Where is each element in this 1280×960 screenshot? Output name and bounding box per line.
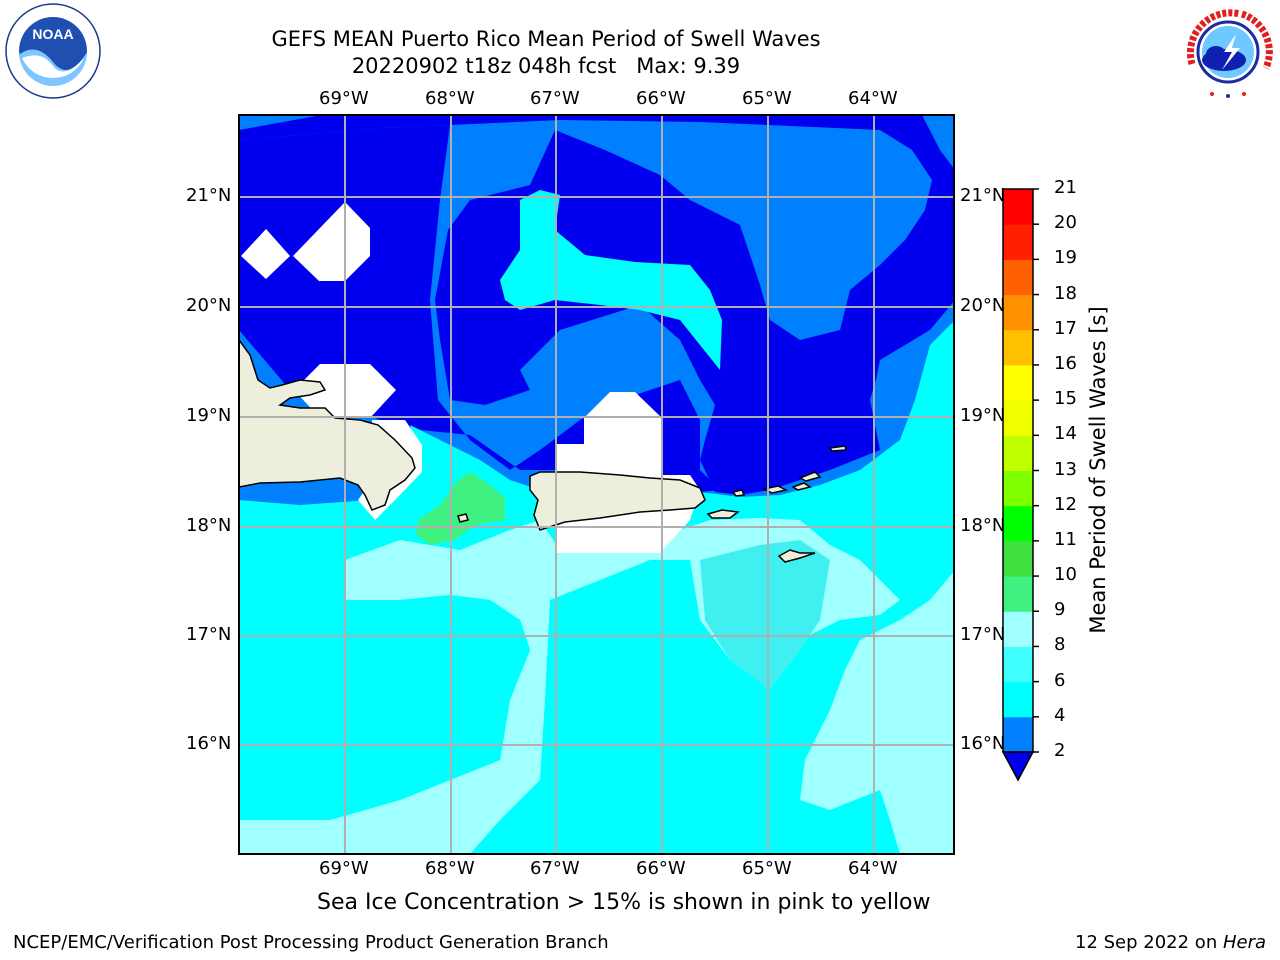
lon-tick-top: 67°W: [530, 88, 580, 109]
colorbar-segment: [1003, 576, 1033, 612]
colorbar-segment: [1003, 540, 1033, 577]
lon-tick-bottom: 67°W: [530, 858, 580, 879]
lat-tick-left: 21°N: [186, 185, 232, 206]
land-island: [761, 485, 789, 494]
period-band-2-4: [239, 115, 954, 495]
plot-title-line2: 20220902 t18z 048h fcst Max: 9.39: [351, 54, 741, 78]
land-island: [731, 489, 746, 497]
land-island: [777, 549, 816, 563]
period-band-6-8: [700, 540, 830, 690]
map-field: [239, 115, 954, 854]
period-band-6-8: [239, 560, 530, 820]
colorbar: [1001, 188, 1039, 782]
lon-tick-top: 68°W: [425, 88, 475, 109]
map-frame: [238, 114, 955, 855]
colorbar-tick-label: 9: [1054, 599, 1066, 621]
colorbar-segment: [1003, 329, 1033, 366]
date-text: 12 Sep 2022 on: [1075, 932, 1223, 953]
no-data-area: [293, 202, 370, 281]
colorbar-segment: [1003, 224, 1033, 260]
colorbar-tick-label: 2: [1054, 740, 1066, 761]
host-name: Hera: [1222, 932, 1266, 953]
lon-tick-bottom: 64°W: [848, 858, 898, 879]
noaa-logo: NOAA: [2, 2, 104, 104]
colorbar-segment: [1003, 681, 1033, 718]
lat-tick-right: 18°N: [960, 515, 1006, 536]
graticule: [239, 115, 954, 854]
lon-tick-top: 69°W: [319, 88, 369, 109]
lat-tick-right: 20°N: [960, 295, 1006, 316]
lon-tick-bottom: 65°W: [742, 858, 792, 879]
nws-logo: [1178, 4, 1278, 104]
colorbar-segment: [1003, 435, 1033, 471]
colorbar-tick-label: 13: [1054, 458, 1077, 480]
colorbar-tick-label: 20: [1054, 212, 1077, 234]
land-island: [791, 482, 812, 491]
colorbar-segment: [1003, 505, 1033, 542]
colorbar-tick-label: 19: [1054, 247, 1077, 269]
colorbar-tick-label: 18: [1054, 282, 1077, 304]
colorbar-tick-label: 8: [1054, 634, 1066, 656]
lon-tick-top: 65°W: [742, 88, 792, 109]
colorbar-segment: [1003, 259, 1033, 296]
land-island: [798, 471, 822, 482]
credit-line: NCEP/EMC/Verification Post Processing Pr…: [13, 932, 609, 953]
lat-tick-left: 17°N: [186, 624, 232, 645]
colorbar-segment: [1003, 716, 1033, 753]
colorbar-extend-arrow: [1001, 751, 1035, 782]
lon-tick-bottom: 69°W: [319, 858, 369, 879]
lat-tick-right: 17°N: [960, 624, 1006, 645]
colorbar-segment: [1003, 294, 1033, 331]
colorbar-segment: [1003, 646, 1033, 683]
lat-tick-left: 20°N: [186, 295, 232, 316]
colorbar-tick-label: 6: [1054, 669, 1066, 691]
colorbar-tick-label: 11: [1054, 528, 1077, 550]
land-island: [828, 445, 847, 452]
colorbar-tick-label: 14: [1054, 423, 1077, 445]
land-island: [706, 509, 740, 519]
lat-tick-left: 16°N: [186, 733, 232, 754]
colorbar-tick-label: 16: [1054, 352, 1077, 374]
date-line: 12 Sep 2022 on Hera: [1075, 932, 1266, 953]
lon-tick-bottom: 66°W: [636, 858, 686, 879]
colorbar-label: Mean Period of Swell Waves [s]: [1086, 306, 1110, 634]
land-hispaniola: [239, 338, 416, 511]
lon-tick-top: 64°W: [848, 88, 898, 109]
lat-tick-right: 19°N: [960, 405, 1006, 426]
colorbar-tick-label: 17: [1054, 317, 1077, 339]
colorbar-segment: [1003, 470, 1033, 507]
noaa-logo-text: NOAA: [32, 26, 73, 42]
lat-tick-right: 16°N: [960, 733, 1006, 754]
plot-title-line1: GEFS MEAN Puerto Rico Mean Period of Swe…: [271, 27, 821, 51]
colorbar-tick-label: 21: [1054, 177, 1077, 198]
colorbar-segment: [1003, 189, 1033, 225]
lon-tick-top: 66°W: [636, 88, 686, 109]
colorbar-segment: [1003, 364, 1033, 401]
colorbar-tick-label: 4: [1054, 704, 1066, 726]
colorbar-segment: [1003, 400, 1033, 436]
lat-tick-right: 21°N: [960, 185, 1006, 206]
colorbar-tick-label: 15: [1054, 388, 1077, 410]
land-island: [457, 513, 469, 523]
lat-tick-left: 19°N: [186, 405, 232, 426]
colorbar-tick-label: 10: [1054, 564, 1077, 586]
sea-ice-note: Sea Ice Concentration > 15% is shown in …: [317, 890, 931, 915]
no-data-area: [241, 229, 290, 279]
lon-tick-bottom: 68°W: [425, 858, 475, 879]
colorbar-tick-label: 12: [1054, 493, 1077, 515]
colorbar-segment: [1003, 611, 1033, 647]
lat-tick-left: 18°N: [186, 515, 232, 536]
